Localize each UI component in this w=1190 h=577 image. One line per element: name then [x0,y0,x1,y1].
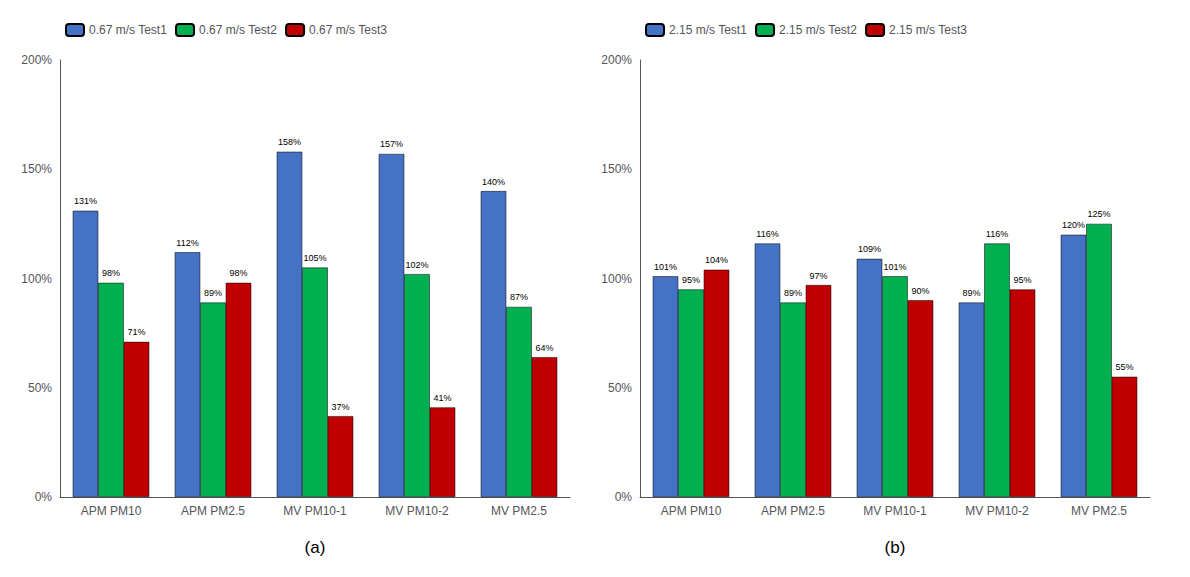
svg-text:97%: 97% [809,271,827,281]
svg-text:37%: 37% [331,402,349,412]
svg-text:0.67 m/s Test2: 0.67 m/s Test2 [199,23,277,37]
svg-text:MV PM2.5: MV PM2.5 [1071,504,1127,518]
svg-text:(a): (a) [305,538,326,557]
svg-text:120%: 120% [1062,220,1085,230]
svg-text:102%: 102% [405,260,428,270]
svg-text:64%: 64% [535,343,553,353]
svg-text:2.15 m/s Test1: 2.15 m/s Test1 [669,23,747,37]
svg-text:2.15 m/s Test3: 2.15 m/s Test3 [889,23,967,37]
svg-text:158%: 158% [278,137,301,147]
svg-text:MV PM10-2: MV PM10-2 [385,504,449,518]
svg-text:MV PM10-1: MV PM10-1 [283,504,347,518]
svg-text:131%: 131% [74,196,97,206]
svg-text:MV PM10-2: MV PM10-2 [965,504,1029,518]
svg-text:MV PM2.5: MV PM2.5 [491,504,547,518]
svg-text:200%: 200% [21,53,52,67]
svg-text:APM PM10: APM PM10 [81,504,142,518]
svg-text:2.15 m/s Test2: 2.15 m/s Test2 [779,23,857,37]
svg-text:98%: 98% [229,268,247,278]
svg-text:150%: 150% [21,162,52,176]
svg-text:50%: 50% [28,381,52,395]
svg-text:95%: 95% [1013,275,1031,285]
svg-text:200%: 200% [601,53,632,67]
svg-text:98%: 98% [102,268,120,278]
svg-text:0.67 m/s Test1: 0.67 m/s Test1 [89,23,167,37]
svg-text:89%: 89% [204,288,222,298]
svg-text:APM PM10: APM PM10 [661,504,722,518]
svg-text:116%: 116% [756,229,778,239]
svg-text:71%: 71% [127,327,145,337]
svg-text:0%: 0% [35,490,53,504]
svg-text:100%: 100% [601,272,632,286]
svg-text:150%: 150% [601,162,632,176]
svg-text:41%: 41% [433,393,451,403]
svg-text:105%: 105% [303,253,326,263]
svg-text:MV PM10-1: MV PM10-1 [863,504,927,518]
svg-text:87%: 87% [510,292,528,302]
svg-text:95%: 95% [682,275,700,285]
svg-text:90%: 90% [911,286,929,296]
svg-text:(b): (b) [885,538,906,557]
svg-text:APM PM2.5: APM PM2.5 [761,504,825,518]
svg-text:157%: 157% [380,139,403,149]
svg-text:APM PM2.5: APM PM2.5 [181,504,245,518]
svg-text:89%: 89% [962,288,980,298]
svg-text:0.67 m/s Test3: 0.67 m/s Test3 [309,23,387,37]
svg-text:125%: 125% [1087,209,1110,219]
svg-text:109%: 109% [858,244,881,254]
svg-text:0%: 0% [615,490,633,504]
svg-text:50%: 50% [608,381,632,395]
svg-text:101%: 101% [883,262,906,272]
svg-text:89%: 89% [784,288,802,298]
svg-text:112%: 112% [176,238,198,248]
svg-text:100%: 100% [21,272,52,286]
svg-text:116%: 116% [986,229,1008,239]
svg-text:104%: 104% [705,255,728,265]
svg-text:140%: 140% [482,177,505,187]
svg-text:55%: 55% [1115,362,1133,372]
svg-text:101%: 101% [654,262,677,272]
